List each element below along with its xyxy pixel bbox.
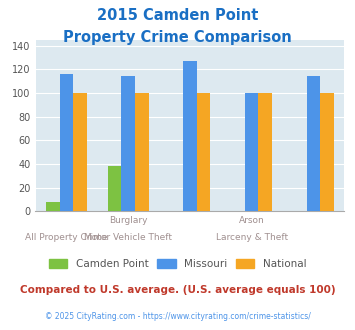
Bar <box>197 93 210 211</box>
Bar <box>320 93 334 211</box>
Text: 2015 Camden Point: 2015 Camden Point <box>97 8 258 23</box>
Text: Burglary: Burglary <box>109 216 147 225</box>
Bar <box>183 61 197 211</box>
Bar <box>121 76 135 211</box>
Bar <box>135 93 148 211</box>
Bar <box>258 93 272 211</box>
Text: © 2025 CityRating.com - https://www.cityrating.com/crime-statistics/: © 2025 CityRating.com - https://www.city… <box>45 312 310 321</box>
Bar <box>60 74 73 211</box>
Text: All Property Crime: All Property Crime <box>25 233 108 242</box>
Legend: Camden Point, Missouri, National: Camden Point, Missouri, National <box>45 254 310 273</box>
Bar <box>245 93 258 211</box>
Text: Larceny & Theft: Larceny & Theft <box>215 233 288 242</box>
Bar <box>307 76 320 211</box>
Text: Motor Vehicle Theft: Motor Vehicle Theft <box>84 233 172 242</box>
Bar <box>73 93 87 211</box>
Bar <box>46 202 60 211</box>
Text: Property Crime Comparison: Property Crime Comparison <box>63 30 292 45</box>
Text: Arson: Arson <box>239 216 264 225</box>
Text: Compared to U.S. average. (U.S. average equals 100): Compared to U.S. average. (U.S. average … <box>20 285 335 295</box>
Bar <box>108 166 121 211</box>
